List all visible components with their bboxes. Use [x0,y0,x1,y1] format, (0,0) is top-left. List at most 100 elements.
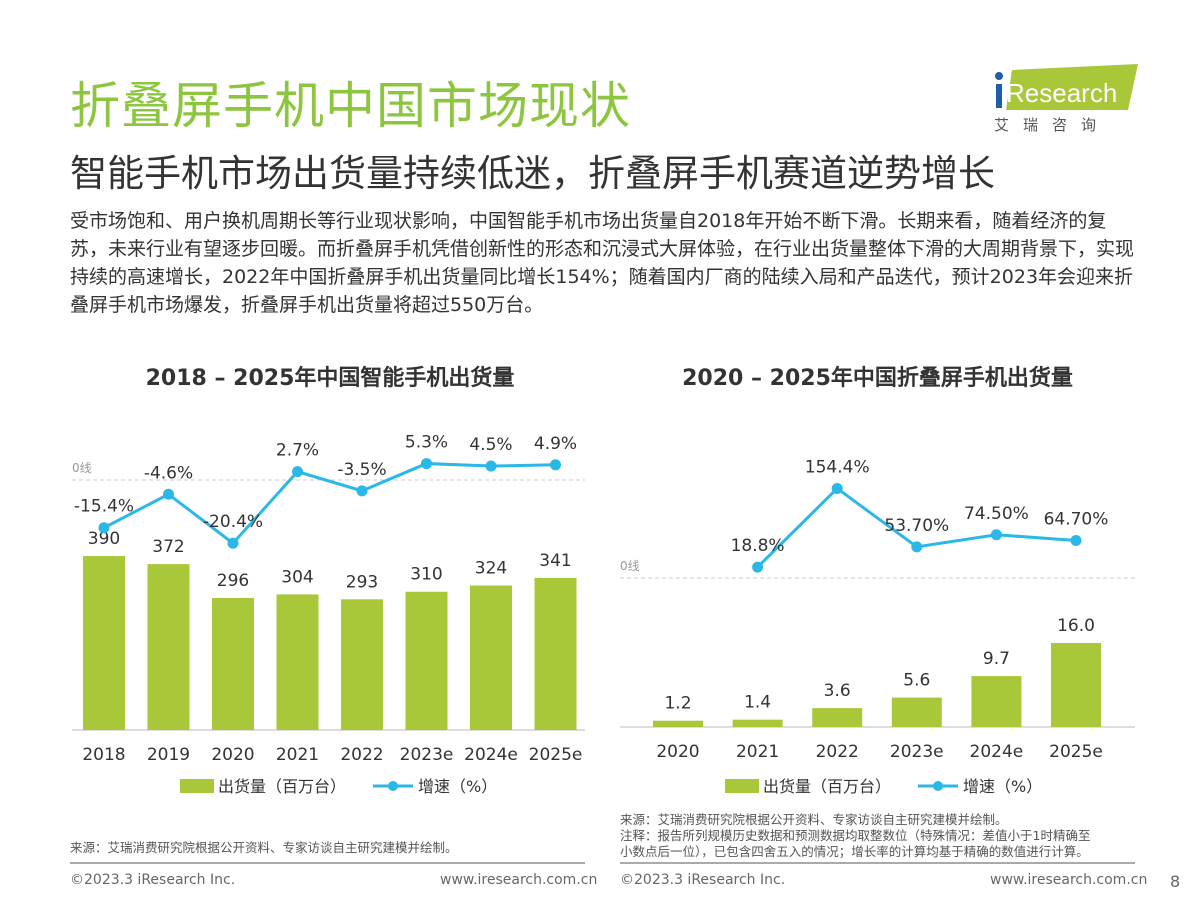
growth-point [356,485,368,497]
x-tick-label: 2025e [1049,742,1103,762]
bar-label: 296 [217,571,249,591]
bar-label: 9.7 [983,649,1010,669]
bar [653,720,703,727]
bar [891,697,942,727]
legend-bar-label: 出货量（百万台） [763,777,891,796]
growth-point [485,460,497,472]
growth-point [1070,534,1082,546]
bar [812,708,863,727]
divider [620,862,1135,864]
source-left: 来源：艾瑞消费研究院根据公开资料、专家访谈自主研究建模并绘制。 [70,840,458,855]
bar [470,585,512,730]
x-tick-label: 2021 [276,745,319,765]
bar [971,676,1022,727]
note-line: 小数点后一位），已包含四舍五入的情况；增长率的计算均基于精确的数值进行计算。 [620,844,1089,859]
growth-label: -3.5% [337,460,386,480]
website: www.iresearch.com.cn [440,872,598,888]
growth-point [550,459,561,471]
growth-label: 53.70% [884,516,949,536]
x-tick-label: 2024e [970,742,1024,762]
bar-label: 372 [152,537,184,557]
growth-label: 74.50% [964,504,1029,524]
growth-point [752,561,764,573]
svg-text:艾瑞咨询: 艾瑞咨询 [994,116,1110,134]
growth-point [990,529,1002,541]
growth-point [292,466,303,478]
growth-label: 2.7% [276,441,319,461]
x-tick-label: 2019 [147,745,190,765]
bar [147,564,190,730]
growth-point [163,488,174,500]
growth-label: -15.4% [74,497,134,517]
note-line: 注释：报告所列规模历史数据和预测数据均取整数位（特殊情况：差值小于1时精确至 [620,828,1091,843]
x-tick-label: 2022 [340,745,383,765]
growth-point [421,458,432,470]
growth-label: 4.9% [534,434,577,454]
bar-label: 310 [410,565,442,585]
legend-bar-swatch [725,779,759,793]
page-number: 8 [1170,872,1181,891]
bar [83,556,125,730]
growth-point [227,537,239,549]
bar [534,577,577,730]
x-tick-label: 2021 [736,742,779,762]
divider [70,862,585,864]
growth-point [911,541,923,553]
growth-label: -20.4% [203,512,263,532]
page-subtitle: 智能手机市场出货量持续低迷，折叠屏手机赛道逆势增长 [70,152,995,195]
zero-label: 0线 [72,461,92,475]
body-text: 受市场饱和、用户换机周期长等行业现状影响，中国智能手机市场出货量自2018年开始… [70,210,1135,316]
legend-line-marker [388,781,398,791]
bar-label: 390 [88,529,120,549]
growth-label: 5.3% [405,433,448,453]
legend-line-label: 增速（%） [418,777,497,796]
growth-label: 64.70% [1044,509,1109,529]
x-tick-label: 2022 [816,742,859,762]
bar-label: 5.6 [903,671,930,691]
iresearch-logo: Research 艾瑞咨询 [994,64,1138,134]
x-tick-label: 2024e [464,745,518,765]
x-tick-label: 2020 [211,745,254,765]
website: www.iresearch.com.cn [990,872,1148,888]
x-tick-label: 2023e [890,742,944,762]
page-title: 折叠屏手机中国市场现状 [70,77,631,135]
svg-text:Research: Research [1006,78,1117,108]
legend-bar-swatch [180,779,214,793]
source-right: 来源：艾瑞消费研究院根据公开资料、专家访谈自主研究建模并绘制。 注释：报告所列规… [620,812,1090,860]
x-tick-label: 2018 [82,745,125,765]
bar [1051,643,1101,727]
bar [732,719,783,727]
chart-title-left: 2018 – 2025年中国智能手机出货量 [145,366,515,391]
growth-label: 4.5% [469,435,512,455]
x-tick-label: 2020 [656,742,699,762]
bar [341,599,383,730]
copyright: ©2023.3 iResearch Inc. [620,872,786,888]
bar-label: 16.0 [1057,616,1095,636]
legend-line-label: 增速（%） [963,777,1042,796]
chart-title-right: 2020 – 2025年中国折叠屏手机出货量 [682,366,1073,391]
source-line: 来源：艾瑞消费研究院根据公开资料、专家访谈自主研究建模并绘制。 [620,812,1008,827]
x-tick-label: 2025e [529,745,583,765]
bar-label: 341 [539,551,571,571]
bar-label: 1.4 [744,693,771,713]
bar-label: 324 [475,558,507,578]
growth-line [103,462,556,546]
copyright: ©2023.3 iResearch Inc. [70,872,236,888]
growth-point [831,482,843,494]
bar [212,597,254,730]
growth-label: -4.6% [144,463,193,483]
bar [405,591,448,730]
bar-label: 304 [281,567,313,587]
growth-point [98,522,110,534]
growth-label: 18.8% [731,536,785,556]
x-tick-label: 2023e [400,745,454,765]
bar [276,594,319,730]
legend-line-marker [933,781,943,791]
growth-label: 154.4% [805,457,870,477]
zero-label: 0线 [620,559,640,573]
legend-bar-label: 出货量（百万台） [218,777,346,796]
bar-label: 3.6 [824,681,851,701]
bar-label: 293 [346,572,378,592]
